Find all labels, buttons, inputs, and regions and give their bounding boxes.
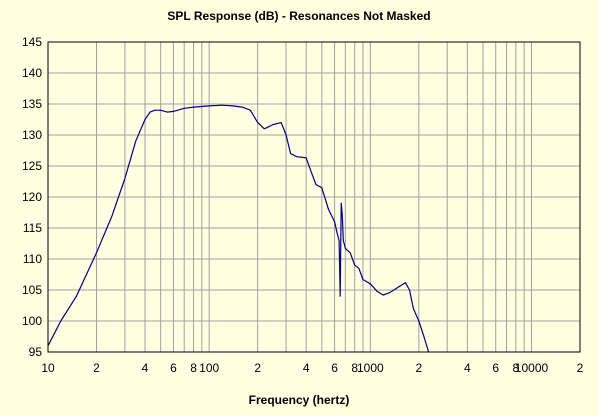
chart-title: SPL Response (dB) - Resonances Not Maske… xyxy=(167,9,430,23)
x-tick-label: 8 xyxy=(513,361,520,375)
x-tick-label: 10000 xyxy=(515,361,549,375)
y-tick-label: 95 xyxy=(29,345,43,359)
y-tick-label: 120 xyxy=(22,190,42,204)
x-tick-label: 6 xyxy=(492,361,499,375)
grid xyxy=(48,42,580,352)
x-tick-label: 6 xyxy=(331,361,338,375)
x-tick-label: 2 xyxy=(254,361,261,375)
x-tick-label: 2 xyxy=(415,361,422,375)
y-tick-label: 105 xyxy=(22,283,42,297)
series-layer xyxy=(48,104,430,352)
y-tick-label: 140 xyxy=(22,66,42,80)
x-tick-label: 2 xyxy=(577,361,584,375)
x-tick-label: 1000 xyxy=(357,361,384,375)
x-tick-label: 8 xyxy=(351,361,358,375)
x-tick-label: 10 xyxy=(41,361,55,375)
x-tick-label: 4 xyxy=(464,361,471,375)
x-tick-label: 8 xyxy=(190,361,197,375)
x-tick-label: 4 xyxy=(142,361,149,375)
x-axis-label: Frequency (hertz) xyxy=(249,393,350,407)
y-tick-label: 115 xyxy=(23,221,42,235)
y-tick-label: 110 xyxy=(23,252,42,266)
y-tick-label: 135 xyxy=(22,97,42,111)
x-tick-label: 100 xyxy=(199,361,219,375)
y-axis-ticks: 95 100 105 110 115 120 125 130 135 140 145 xyxy=(22,35,42,359)
x-tick-label: 4 xyxy=(303,361,310,375)
x-tick-label: 2 xyxy=(93,361,100,375)
x-tick-label: 6 xyxy=(170,361,177,375)
plot-frame xyxy=(47,41,581,353)
y-tick-label: 145 xyxy=(22,35,42,49)
y-tick-label: 130 xyxy=(22,128,42,142)
series-line-0 xyxy=(48,104,430,352)
y-tick-label: 100 xyxy=(22,314,42,328)
y-tick-label: 125 xyxy=(22,159,42,173)
